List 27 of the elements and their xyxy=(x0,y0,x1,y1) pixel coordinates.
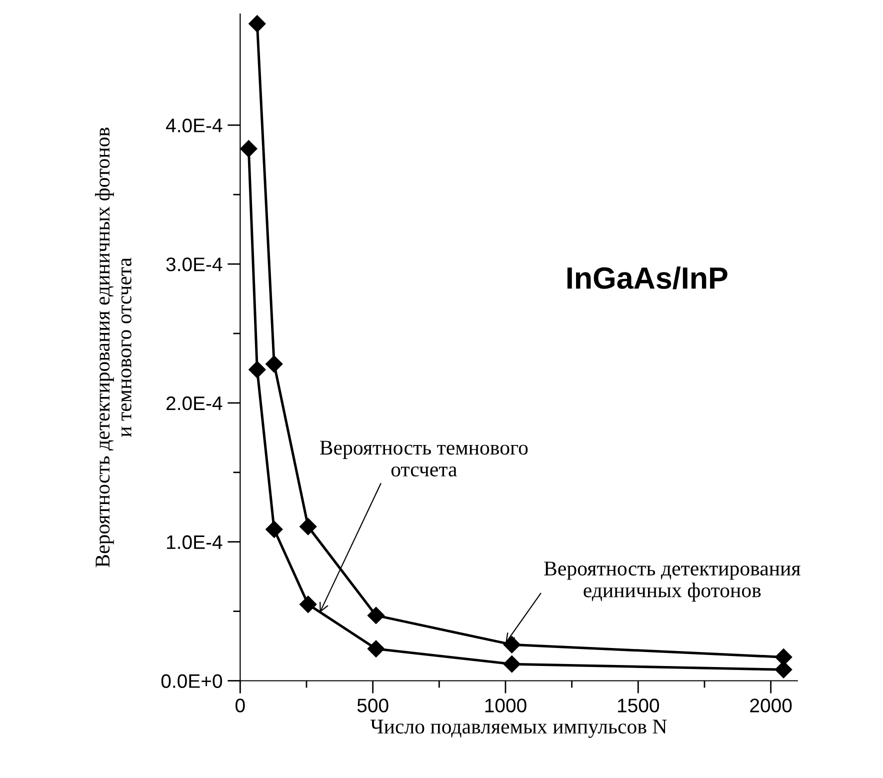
annotation: Вероятность детектирования единичных фотонов xyxy=(544,562,800,602)
point xyxy=(367,640,385,658)
y-tick-label: 0.0E+0 xyxy=(161,674,222,688)
point xyxy=(248,15,266,32)
point xyxy=(300,596,317,613)
x-tick-label: 1500 xyxy=(618,698,660,712)
point xyxy=(266,520,283,538)
point xyxy=(266,355,283,373)
point xyxy=(248,361,266,378)
y-axis-title: Вероятность детектирования единичных фотонов и темнового отсчета xyxy=(94,128,132,568)
y-tick-label: 4.0E-4 xyxy=(166,118,222,132)
x-tick-label: 2000 xyxy=(750,698,792,712)
y-tick-label: 3.0E-4 xyxy=(166,258,222,272)
point xyxy=(367,606,385,624)
point xyxy=(240,140,258,158)
annotation: InGaAs/InP xyxy=(567,266,728,290)
annotation: Вероятность темнового отсчета xyxy=(320,440,528,477)
x-axis-title: Число подавляемых импульсов N xyxy=(370,720,667,738)
point xyxy=(503,636,520,654)
point xyxy=(300,518,317,536)
x-tick-label: 1000 xyxy=(485,698,526,712)
x-tick-label: 0 xyxy=(236,698,245,712)
y-tick-label: 1.0E-4 xyxy=(167,535,222,550)
point xyxy=(775,661,792,678)
x-tick-label: 500 xyxy=(357,698,388,712)
point xyxy=(503,656,520,673)
y-tick-label: 2.0E-4 xyxy=(166,396,222,410)
